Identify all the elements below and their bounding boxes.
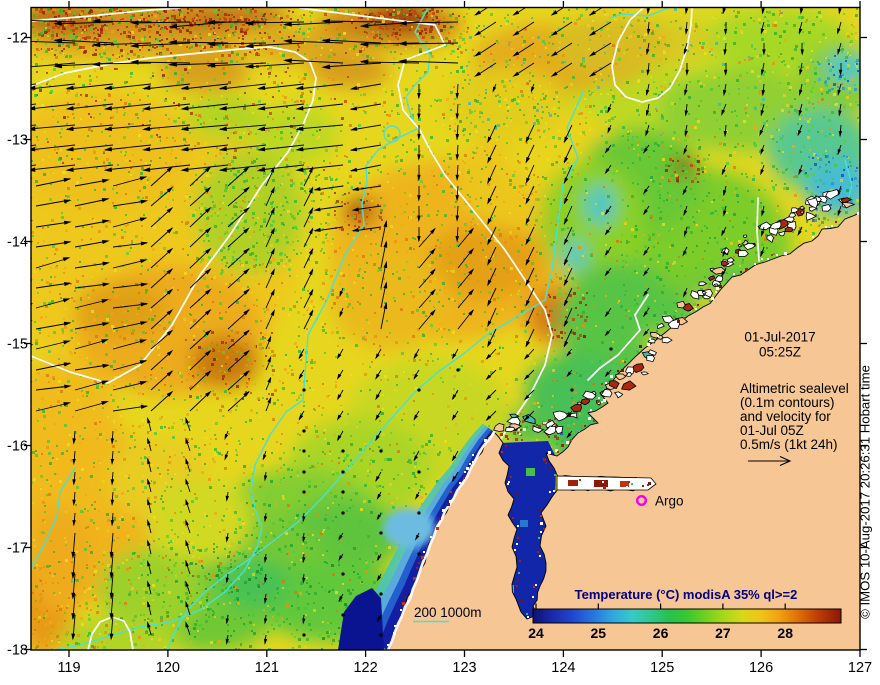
svg-text:26: 26 [653,625,669,641]
svg-text:-14: -14 [7,235,28,251]
svg-text:-15: -15 [7,337,28,353]
svg-text:01-Jul-2017: 01-Jul-2017 [744,330,815,345]
svg-text:and velocity for: and velocity for [740,409,831,424]
svg-text:24: 24 [528,625,544,641]
svg-text:Argo: Argo [655,494,684,509]
svg-text:25: 25 [591,625,607,641]
svg-text:-17: -17 [7,541,28,557]
svg-text:-16: -16 [7,439,28,455]
svg-text:Temperature (°C) modisA 35% ql: Temperature (°C) modisA 35% ql>=2 [575,587,798,602]
svg-text:28: 28 [777,625,793,641]
svg-text:(0.1m contours): (0.1m contours) [740,395,835,410]
svg-text:0.5m/s (1kt 24h): 0.5m/s (1kt 24h) [740,437,838,452]
svg-text:126: 126 [749,660,773,676]
svg-text:120: 120 [156,660,180,676]
svg-text:01-Jul 05Z: 01-Jul 05Z [740,423,804,438]
svg-text:© IMOS 10-Aug-2017 20:26:31 Ho: © IMOS 10-Aug-2017 20:26:31 Hobart time [858,365,873,619]
svg-text:125: 125 [650,660,674,676]
svg-text:123: 123 [452,660,476,676]
svg-text:124: 124 [551,660,575,676]
svg-text:121: 121 [255,660,279,676]
svg-text:-18: -18 [7,643,28,659]
svg-text:05:25Z: 05:25Z [759,345,801,360]
svg-text:200 1000m: 200 1000m [414,605,482,620]
svg-text:Altimetric sealevel: Altimetric sealevel [740,381,849,396]
svg-text:119: 119 [57,660,80,676]
svg-text:27: 27 [715,625,731,641]
svg-text:127: 127 [848,660,872,676]
svg-text:-12: -12 [7,31,28,47]
svg-text:122: 122 [353,660,377,676]
svg-text:-13: -13 [7,133,28,149]
